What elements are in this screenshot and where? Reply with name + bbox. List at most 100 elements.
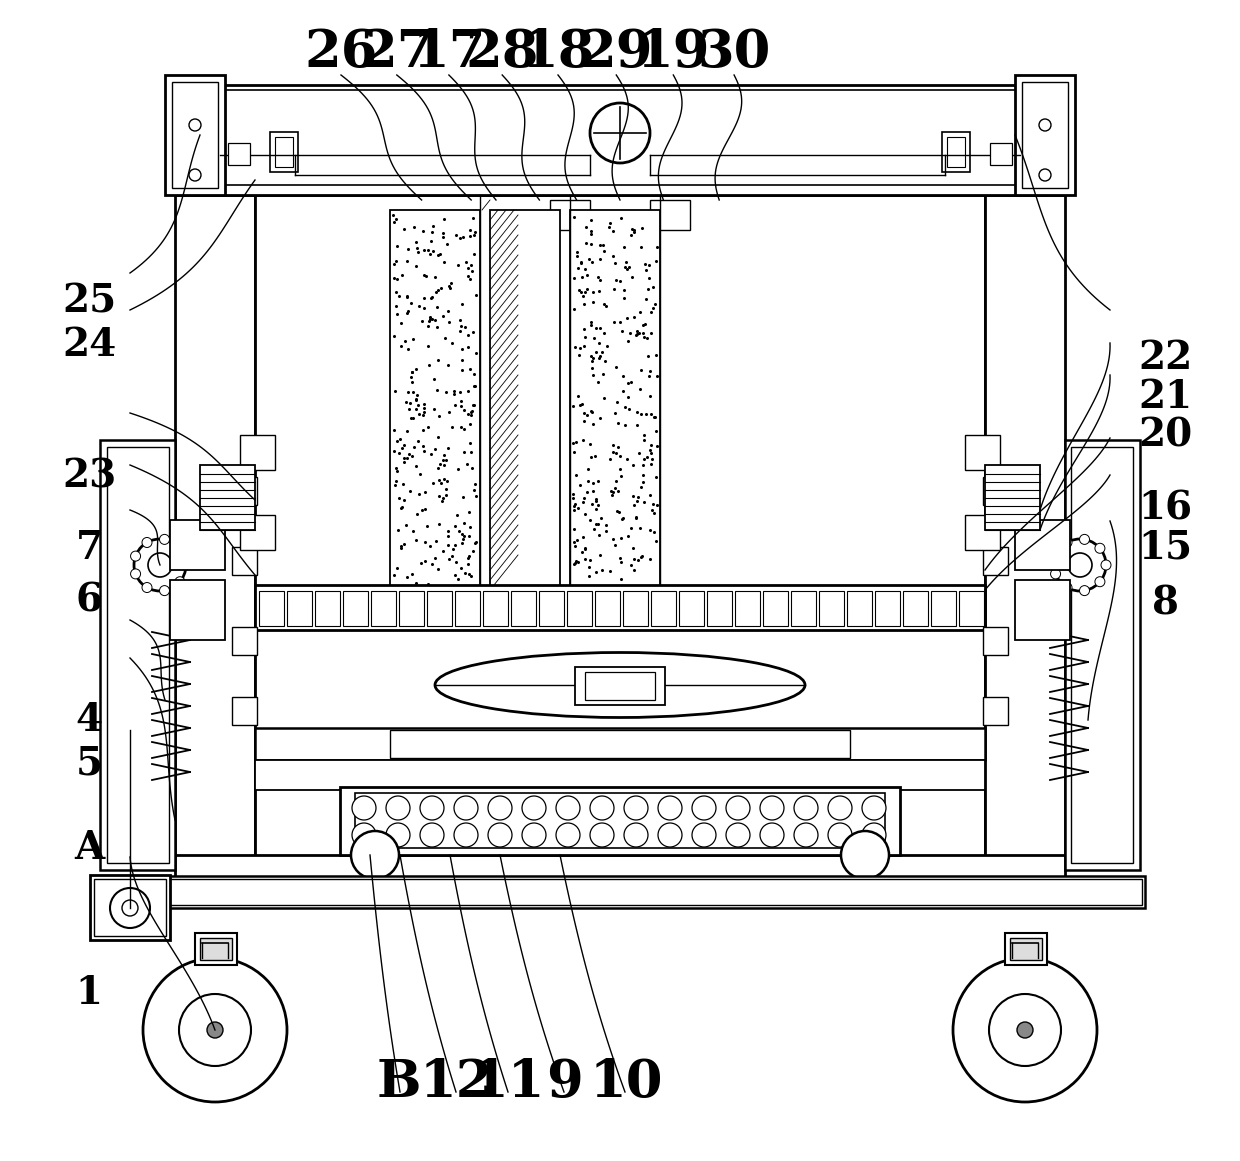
Bar xyxy=(1016,580,1070,640)
Bar xyxy=(791,591,816,626)
Text: 12: 12 xyxy=(419,1057,494,1108)
Bar xyxy=(94,879,166,936)
Bar xyxy=(100,440,175,870)
Text: 22: 22 xyxy=(1138,339,1193,376)
Bar xyxy=(275,137,293,167)
Circle shape xyxy=(1050,551,1060,561)
Bar xyxy=(539,591,564,626)
Bar xyxy=(985,160,1065,870)
Text: 19: 19 xyxy=(636,27,711,78)
Circle shape xyxy=(143,538,153,548)
Bar xyxy=(259,591,284,626)
Circle shape xyxy=(1061,583,1073,592)
Circle shape xyxy=(862,823,887,848)
Bar xyxy=(232,627,257,655)
Bar xyxy=(680,591,704,626)
Circle shape xyxy=(188,118,201,131)
Bar xyxy=(228,143,250,165)
Text: 20: 20 xyxy=(1138,417,1193,454)
Bar xyxy=(172,82,218,188)
Circle shape xyxy=(760,823,784,848)
Bar xyxy=(570,210,660,590)
Text: 5: 5 xyxy=(76,745,103,783)
Circle shape xyxy=(352,823,376,848)
Circle shape xyxy=(110,888,150,928)
Bar xyxy=(170,520,224,570)
Bar xyxy=(391,730,849,758)
Bar xyxy=(985,466,1040,531)
Circle shape xyxy=(454,823,477,848)
Circle shape xyxy=(130,551,140,561)
Bar xyxy=(241,515,275,550)
Circle shape xyxy=(1080,585,1090,596)
Circle shape xyxy=(828,796,852,820)
Bar xyxy=(427,591,453,626)
Circle shape xyxy=(760,796,784,820)
Bar xyxy=(965,435,999,470)
Bar xyxy=(270,132,298,172)
Text: 30: 30 xyxy=(697,27,771,78)
Circle shape xyxy=(692,823,715,848)
Circle shape xyxy=(175,577,185,586)
Bar xyxy=(983,627,1008,655)
Bar xyxy=(355,793,885,848)
Circle shape xyxy=(134,539,186,591)
Bar xyxy=(707,591,732,626)
Bar xyxy=(219,91,1021,185)
Text: 27: 27 xyxy=(360,27,434,78)
Circle shape xyxy=(420,796,444,820)
Bar xyxy=(399,591,424,626)
Bar xyxy=(484,591,508,626)
Text: A: A xyxy=(74,829,104,866)
Bar xyxy=(818,591,844,626)
Bar xyxy=(585,672,655,700)
Circle shape xyxy=(1061,538,1073,548)
Circle shape xyxy=(658,796,682,820)
Bar xyxy=(735,591,760,626)
Bar xyxy=(490,210,560,590)
Bar xyxy=(340,787,900,854)
Bar xyxy=(91,875,170,940)
Circle shape xyxy=(590,103,650,163)
Bar xyxy=(990,143,1012,165)
Bar xyxy=(983,547,1008,575)
Bar xyxy=(241,435,275,470)
Bar xyxy=(255,728,985,760)
Bar xyxy=(255,760,985,789)
Text: B: B xyxy=(377,1057,422,1108)
Bar xyxy=(343,591,368,626)
Bar xyxy=(95,877,1145,908)
Bar xyxy=(947,137,965,167)
Circle shape xyxy=(181,560,191,570)
Text: 1: 1 xyxy=(76,974,103,1011)
Circle shape xyxy=(454,796,477,820)
Circle shape xyxy=(179,994,250,1066)
Circle shape xyxy=(386,823,410,848)
Text: 7: 7 xyxy=(76,529,103,567)
Circle shape xyxy=(1095,577,1105,586)
Bar xyxy=(965,515,999,550)
Text: 15: 15 xyxy=(1138,529,1193,567)
Bar xyxy=(175,160,255,870)
Bar xyxy=(107,447,169,863)
Text: 21: 21 xyxy=(1138,378,1193,416)
Circle shape xyxy=(188,170,201,181)
Text: 17: 17 xyxy=(412,27,486,78)
Text: 25: 25 xyxy=(62,283,117,320)
Circle shape xyxy=(725,796,750,820)
Text: 10: 10 xyxy=(589,1057,663,1108)
Circle shape xyxy=(658,823,682,848)
Circle shape xyxy=(522,796,546,820)
Circle shape xyxy=(692,796,715,820)
Circle shape xyxy=(624,796,649,820)
Bar xyxy=(931,591,956,626)
Circle shape xyxy=(841,831,889,879)
Bar xyxy=(511,591,536,626)
Bar xyxy=(1011,938,1042,960)
Bar xyxy=(983,697,1008,724)
Bar xyxy=(175,854,1065,895)
Circle shape xyxy=(794,823,818,848)
Circle shape xyxy=(420,823,444,848)
Bar xyxy=(1071,447,1133,863)
Bar xyxy=(1065,440,1140,870)
